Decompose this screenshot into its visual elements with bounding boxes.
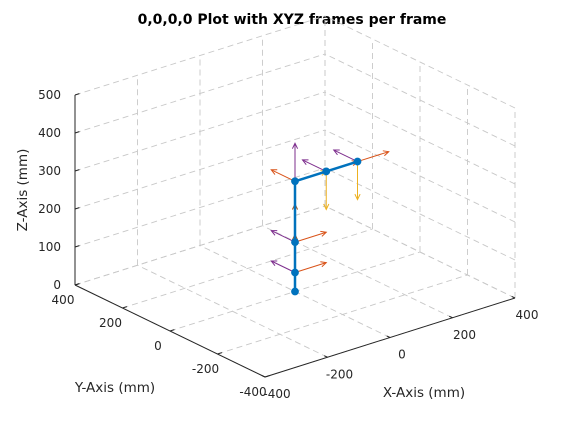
frame-y-arrow <box>301 159 327 172</box>
arm-joint-marker <box>322 167 331 176</box>
x-tick-mark <box>386 335 391 338</box>
grid-line <box>324 91 516 185</box>
grid-line <box>324 129 516 223</box>
x-tick-mark <box>323 355 328 358</box>
tick-labels: -400-2000200400-400-20002004000100200300… <box>38 88 538 401</box>
x-tick-mark <box>261 374 266 378</box>
z-tick-label: 300 <box>38 164 61 178</box>
grid-line <box>324 167 516 261</box>
arm-joint-marker <box>291 287 299 296</box>
z-tick-mark <box>74 169 80 172</box>
z-tick-label: 500 <box>38 88 61 102</box>
frame-y-arrow <box>332 149 358 163</box>
frame-y-arrow <box>270 260 296 273</box>
frame-x-arrow <box>294 230 328 243</box>
frame-z-arrow <box>323 171 330 211</box>
grid-line <box>74 129 326 210</box>
axes-layer <box>74 93 516 378</box>
frame-z-arrow <box>354 161 361 201</box>
z-tick-mark <box>74 93 80 96</box>
chart-title: 0,0,0,0 Plot with XYZ frames per frame <box>138 12 447 28</box>
x-axis-label: X-Axis (mm) <box>383 385 465 401</box>
z-tick-mark <box>74 207 80 210</box>
z-tick-label: 400 <box>38 126 61 140</box>
grid-line <box>74 53 326 134</box>
arm-joint-marker <box>291 238 299 247</box>
z-tick-label: 0 <box>53 278 61 292</box>
x-tick-label: -200 <box>326 367 353 381</box>
grid-line <box>324 205 516 299</box>
grid-line <box>74 205 326 286</box>
grid-line <box>74 15 326 96</box>
z-tick-label: 100 <box>38 240 61 254</box>
z-tick-label: 200 <box>38 202 61 216</box>
grid-line <box>262 225 453 319</box>
y-tick-label: -200 <box>192 362 219 376</box>
x-tick-label: -400 <box>263 387 290 401</box>
robot-arm <box>291 157 362 296</box>
z-axis-label: Z-Axis (mm) <box>15 149 31 232</box>
y-tick-label: -400 <box>239 385 266 399</box>
frame-x-arrow <box>357 150 390 163</box>
y-tick-label: 0 <box>154 339 162 353</box>
z-tick-mark <box>74 283 80 286</box>
arm-joint-marker <box>291 268 299 277</box>
y-tick-mark <box>169 329 175 332</box>
z-tick-mark <box>74 131 80 134</box>
x-tick-mark <box>448 315 453 319</box>
grid-line <box>74 167 326 248</box>
y-tick-label: 200 <box>99 316 122 330</box>
frame-x-arrow <box>294 261 328 273</box>
x-tick-label: 0 <box>398 348 406 362</box>
grid-line <box>324 15 516 109</box>
x-tick-label: 200 <box>453 328 476 342</box>
coordinate-frames <box>270 142 390 273</box>
x-tick-label: 400 <box>516 308 539 322</box>
x-tick-mark <box>511 295 516 299</box>
y-tick-mark <box>217 352 223 355</box>
frame-x-arrow <box>270 169 296 182</box>
grid-line <box>217 274 468 355</box>
y-tick-mark <box>264 375 270 378</box>
arm-joint-marker <box>291 177 299 186</box>
grid-line <box>122 228 373 309</box>
y-axis-label: Y-Axis (mm) <box>74 380 155 396</box>
frame-y-arrow <box>270 230 296 243</box>
z-tick-mark <box>74 245 80 248</box>
grid-line <box>74 91 326 172</box>
frame-y-arrow <box>291 142 299 182</box>
y-tick-label: 400 <box>52 293 75 307</box>
y-tick-mark <box>122 306 128 309</box>
grid-line <box>324 53 516 147</box>
arm-joint-marker <box>353 157 362 166</box>
